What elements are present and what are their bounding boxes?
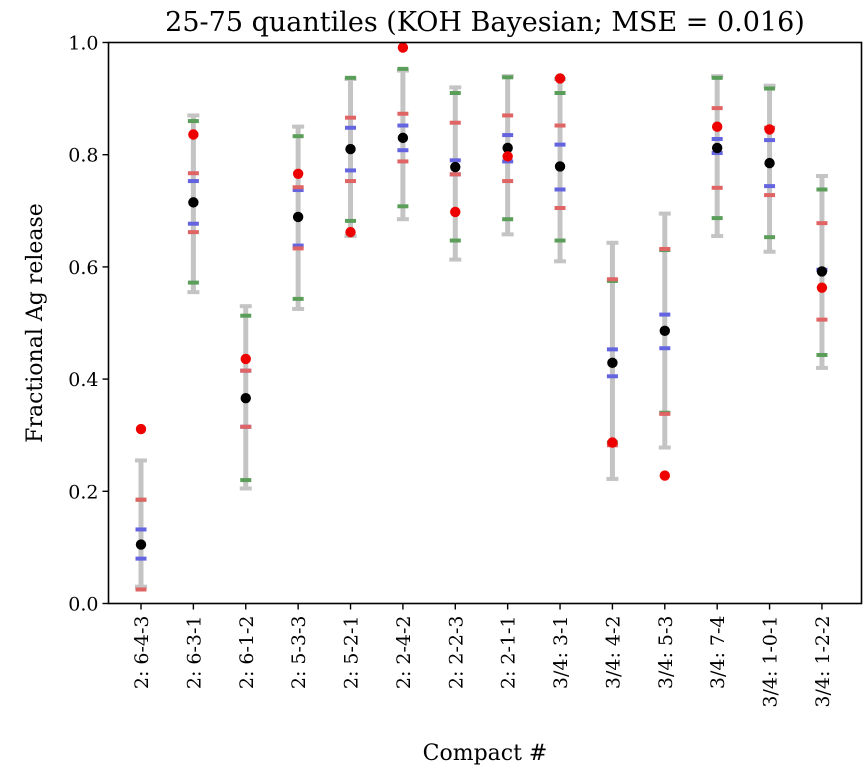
x-tick-label: 3/4: 4-2 <box>602 616 624 690</box>
y-tick-label: 0.4 <box>68 369 98 391</box>
y-tick-label: 1.0 <box>68 33 98 55</box>
x-tick-label: 2: 2-4-2 <box>393 616 415 690</box>
x-tick-label: 2: 6-4-3 <box>131 616 153 690</box>
y-axis: 0.0 0.2 0.4 0.6 0.8 1.0 <box>68 33 109 616</box>
x-tick-label: 2: 2-2-3 <box>445 616 467 690</box>
predicted-point <box>554 161 566 172</box>
measured-point <box>711 121 723 132</box>
measured-point <box>764 124 775 135</box>
predicted-point <box>450 161 461 173</box>
measured-point <box>502 151 513 162</box>
x-axis-label: Compact # <box>423 741 548 766</box>
measured-point <box>607 437 618 448</box>
predicted-point <box>764 157 775 169</box>
x-tick-label: 2: 6-1-2 <box>236 616 258 690</box>
measured-point <box>240 353 251 365</box>
measured-point <box>188 129 199 140</box>
plot-frame <box>107 41 863 605</box>
y-tick-label: 0.6 <box>68 257 98 279</box>
x-tick-label: 2: 5-3-3 <box>288 616 310 690</box>
predicted-point <box>135 539 147 550</box>
x-tick-label: 3/4: 1-2-2 <box>812 616 834 708</box>
predicted-point <box>292 211 304 223</box>
measured-point <box>345 226 356 238</box>
y-axis-label: Fractional Ag release <box>23 203 48 443</box>
plot-area <box>135 42 828 592</box>
x-tick-label: 2: 6-3-1 <box>183 616 205 690</box>
predicted-point <box>816 266 828 277</box>
measured-point <box>135 423 147 435</box>
predicted-point <box>188 197 199 208</box>
measured-point <box>397 42 409 53</box>
x-tick-label: 3/4: 1-0-1 <box>760 616 782 708</box>
x-tick-label: 3/4: 3-1 <box>550 616 572 690</box>
chart-title: 25-75 quantiles (KOH Bayesian; MSE = 0.0… <box>165 7 805 38</box>
x-tick-label: 3/4: 7-4 <box>707 616 729 690</box>
predicted-point <box>607 357 618 369</box>
y-tick-label: 0.8 <box>68 145 98 167</box>
predicted-point <box>397 132 409 144</box>
y-tick-label: 0.2 <box>68 481 98 503</box>
x-axis: 2: 6-4-3 2: 6-3-1 2: 6-1-2 2: 5-3-3 2: 5-2-1… <box>131 603 834 708</box>
predicted-point <box>711 142 723 154</box>
predicted-point <box>659 325 670 337</box>
predicted-point <box>345 143 356 155</box>
predicted-point <box>502 142 513 154</box>
measured-point <box>554 73 566 84</box>
measured-point <box>450 206 461 218</box>
measured-point <box>816 282 828 293</box>
measured-point <box>659 470 670 481</box>
x-tick-label: 2: 5-2-1 <box>341 616 363 690</box>
predicted-point <box>240 392 251 404</box>
y-tick-label: 0.0 <box>68 594 98 616</box>
measured-point <box>292 168 304 179</box>
x-tick-label: 3/4: 5-3 <box>655 616 677 690</box>
x-tick-label: 2: 2-1-1 <box>498 616 520 690</box>
